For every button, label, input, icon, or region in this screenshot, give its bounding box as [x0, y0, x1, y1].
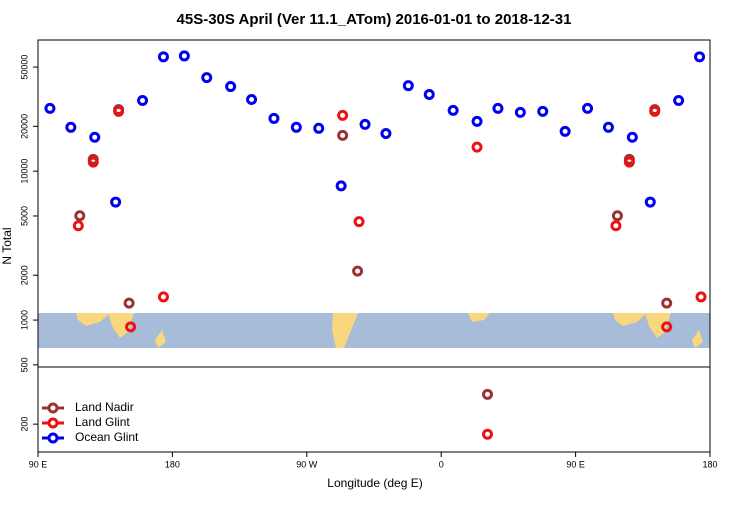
- point: [447, 104, 459, 116]
- point: [74, 210, 86, 222]
- point: [611, 210, 623, 222]
- point: [359, 118, 371, 130]
- point: [353, 216, 365, 228]
- y-tick-label: 1000: [19, 310, 29, 330]
- point: [623, 156, 635, 168]
- legend-text: Land Nadir: [75, 400, 134, 414]
- point: [89, 131, 101, 143]
- x-tick-label: 0: [439, 459, 444, 469]
- y-tick-label: 500: [19, 357, 29, 372]
- point: [402, 80, 414, 92]
- point: [337, 109, 349, 121]
- point: [125, 321, 137, 333]
- point: [225, 81, 237, 93]
- point: [337, 129, 349, 141]
- point: [113, 105, 125, 117]
- map-strip: [38, 313, 710, 348]
- point: [201, 72, 213, 84]
- point: [65, 121, 77, 133]
- point: [352, 265, 364, 277]
- x-tick-label: 90 E: [29, 459, 48, 469]
- point: [290, 121, 302, 133]
- point: [694, 51, 706, 63]
- legend-marker: [47, 402, 59, 414]
- point: [514, 106, 526, 118]
- point: [110, 196, 122, 208]
- y-axis-title: N Total: [0, 227, 14, 264]
- x-tick-label: 180: [165, 459, 180, 469]
- x-tick-label: 90 W: [296, 459, 318, 469]
- point: [492, 102, 504, 114]
- point: [626, 131, 638, 143]
- chart-title: 45S-30S April (Ver 11.1_ATom) 2016-01-01…: [177, 11, 572, 28]
- point: [380, 128, 392, 140]
- point: [661, 297, 673, 309]
- y-tick-label: 20000: [19, 114, 29, 139]
- point: [44, 102, 56, 114]
- point: [644, 196, 656, 208]
- point: [335, 180, 347, 192]
- point: [610, 220, 622, 232]
- point: [481, 388, 493, 400]
- point: [649, 105, 661, 117]
- point: [602, 121, 614, 133]
- y-tick-label: 10000: [19, 159, 29, 184]
- point: [471, 141, 483, 153]
- legend-text: Ocean Glint: [75, 430, 139, 444]
- point: [537, 105, 549, 117]
- point: [178, 50, 190, 62]
- point: [246, 93, 258, 105]
- point: [72, 220, 84, 232]
- legend-marker: [47, 417, 59, 429]
- legend-text: Land Glint: [75, 415, 130, 429]
- point: [87, 156, 99, 168]
- point: [137, 95, 149, 107]
- point: [661, 321, 673, 333]
- point: [471, 115, 483, 127]
- point: [157, 291, 169, 303]
- y-tick-label: 200: [19, 417, 29, 432]
- point: [313, 122, 325, 134]
- y-tick-label: 5000: [19, 206, 29, 226]
- point: [673, 95, 685, 107]
- point: [423, 89, 435, 101]
- point: [582, 102, 594, 114]
- point: [481, 428, 493, 440]
- point: [157, 51, 169, 63]
- y-tick-label: 2000: [19, 265, 29, 285]
- point: [123, 297, 135, 309]
- legend-marker: [47, 432, 59, 444]
- plot-frame: [37, 39, 711, 453]
- y-tick-label: 50000: [19, 55, 29, 80]
- point: [559, 125, 571, 137]
- x-tick-label: 90 E: [566, 459, 585, 469]
- x-tick-label: 180: [702, 459, 717, 469]
- point: [695, 291, 707, 303]
- point: [268, 112, 280, 124]
- x-axis-title: Longitude (deg E): [327, 476, 422, 490]
